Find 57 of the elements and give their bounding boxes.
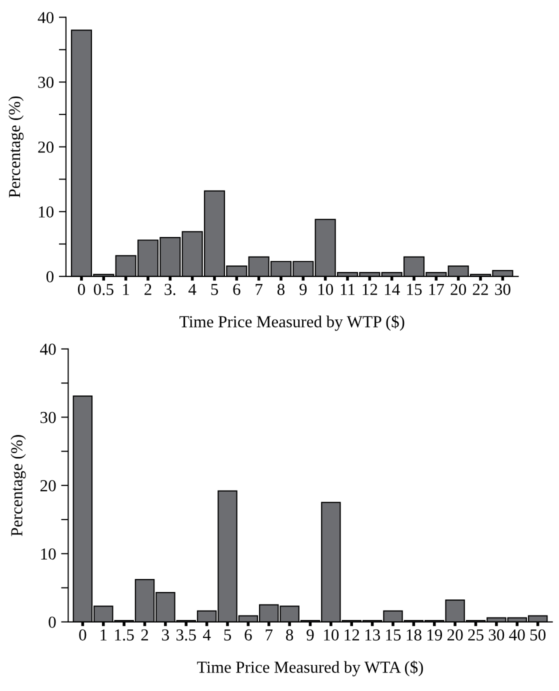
- y-tick-label: 40: [40, 344, 56, 355]
- x-tick-label: 5: [211, 284, 218, 296]
- x-tick-label: 0: [78, 284, 86, 296]
- y-tick-label: 10: [41, 548, 56, 560]
- x-tick-label: 12: [362, 284, 378, 295]
- x-tick-label: 15: [386, 629, 401, 641]
- x-tick-label: 14: [384, 284, 400, 295]
- x-tick-label: 20: [450, 284, 466, 296]
- x-tick-label: 1.5: [115, 629, 134, 641]
- y-tick-label: 0: [48, 616, 56, 628]
- x-tick-label: 10: [324, 629, 339, 641]
- x-tick-label: 15: [407, 284, 422, 296]
- x-tick-label: 25: [468, 629, 484, 641]
- x-tick-label: 5: [224, 629, 232, 641]
- x-tick-label: 30: [495, 284, 510, 296]
- x-tick-label: 3.5: [176, 629, 196, 641]
- x-tick-label: 19: [428, 629, 442, 641]
- y-tick-label: 30: [40, 412, 56, 424]
- y-tick-label: 10: [38, 206, 54, 218]
- x-axis-title: Time Price Measured by WTA ($): [197, 660, 423, 676]
- x-axis-title: Time Price Measured by WTP ($): [180, 315, 404, 331]
- x-tick-label: 13: [365, 629, 380, 641]
- x-tick-label: 2: [141, 629, 148, 640]
- x-tick-label: 9: [300, 284, 307, 296]
- y-tick-label: 20: [40, 480, 56, 492]
- x-tick-label: 12: [344, 629, 360, 640]
- x-tick-label: 20: [447, 629, 463, 641]
- y-tick-label: 30: [38, 76, 54, 88]
- x-tick-label: 1: [123, 284, 129, 295]
- x-tick-label: 10: [318, 284, 334, 296]
- y-tick-label: 20: [38, 142, 54, 153]
- x-tick-label: 7: [256, 284, 263, 295]
- x-tick-label: 18: [406, 629, 422, 641]
- y-axis-title: Percentage (%): [8, 96, 24, 198]
- x-tick-label: 11: [340, 284, 355, 295]
- x-tick-label: 8: [286, 629, 294, 641]
- x-tick-label: 3.: [164, 284, 176, 296]
- x-tick-label: 2: [144, 284, 152, 295]
- x-tick-label: 3: [162, 629, 169, 641]
- x-tick-label: 4: [188, 284, 196, 295]
- y-axis-title: Percentage (%): [10, 435, 26, 536]
- x-tick-label: 6: [244, 629, 252, 641]
- x-tick-label: 22: [472, 284, 488, 295]
- y-tick-label: 0: [46, 271, 54, 282]
- x-tick-label: 8: [277, 284, 285, 296]
- x-tick-label: 40: [509, 629, 525, 641]
- x-tick-label: 17: [429, 284, 444, 295]
- x-tick-label: 0: [79, 629, 86, 641]
- x-tick-label: 7: [266, 629, 273, 640]
- x-tick-label: 1: [100, 629, 107, 640]
- x-tick-label: 9: [306, 629, 314, 641]
- x-tick-label: 6: [233, 284, 240, 296]
- x-tick-label: 50: [530, 629, 546, 641]
- x-tick-label: 4: [202, 629, 211, 640]
- y-tick-label: 40: [38, 12, 54, 24]
- x-tick-label: 0.5: [94, 284, 114, 296]
- x-tick-label: 30: [488, 629, 504, 641]
